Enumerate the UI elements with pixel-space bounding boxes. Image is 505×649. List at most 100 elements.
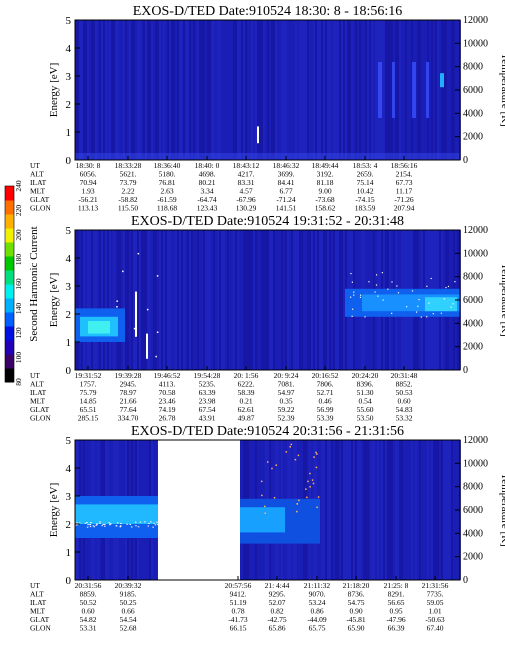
data-point xyxy=(78,522,81,524)
spectrum-column xyxy=(387,20,389,160)
ephemeris-value: 65.51 xyxy=(80,405,97,414)
spectrum-column xyxy=(375,20,377,160)
ephemeris-value: 10.42 xyxy=(357,187,374,196)
spectrum-column xyxy=(301,230,303,370)
ephemeris-value: 76.81 xyxy=(159,178,176,187)
y-tick-label: 2 xyxy=(66,99,72,111)
spectrum-column xyxy=(397,440,399,580)
colorbar-swatch xyxy=(5,340,14,355)
spectrum-column xyxy=(213,20,215,160)
ephemeris-value: 75.79 xyxy=(80,388,97,397)
ephemeris-value: -56.21 xyxy=(78,195,98,204)
spectrum-column xyxy=(207,20,209,160)
data-point xyxy=(266,461,269,463)
spectrum-column xyxy=(265,230,267,370)
colorbar-frame xyxy=(4,185,15,383)
ephemeris-value: 84.41 xyxy=(278,178,295,187)
data-point xyxy=(108,522,110,524)
spectrum-column xyxy=(297,20,299,160)
data-point xyxy=(96,523,98,525)
spectrum-column xyxy=(93,230,95,370)
spectrum-column xyxy=(357,20,359,160)
spectrum-column xyxy=(383,20,385,160)
spectrum-column xyxy=(339,230,341,370)
spectrum-column xyxy=(237,20,239,160)
spectrum-column xyxy=(143,20,145,160)
spectrum-column xyxy=(441,20,443,160)
ephemeris-value: 19:39:28 xyxy=(115,371,142,380)
ephemeris-value: 53.39 xyxy=(317,414,334,423)
ion-band-core xyxy=(75,504,158,524)
spectrum-column xyxy=(309,20,311,160)
data-point xyxy=(428,302,430,304)
spectrum-column xyxy=(431,20,433,160)
ephemeris-value: 19:54:28 xyxy=(194,371,221,380)
spectrum-column xyxy=(173,230,175,370)
spectrum-column xyxy=(253,230,255,370)
colorbar-tick-label: 160 xyxy=(14,278,23,290)
data-point xyxy=(305,488,307,490)
spectrum-column xyxy=(267,20,269,160)
spectrum-column xyxy=(403,20,405,160)
ephemeris-value: 53.24 xyxy=(309,598,326,607)
panel-2: EXOS-D/TED Date:910524 19:31:52 - 20:31:… xyxy=(30,214,505,423)
spectrum-column xyxy=(295,20,297,160)
data-point xyxy=(116,300,118,302)
spectrum-column xyxy=(223,230,225,370)
colorbar-tick-label: 140 xyxy=(14,303,23,315)
spectrum-column xyxy=(219,230,221,370)
spectrum-column xyxy=(355,440,357,580)
data-point xyxy=(122,270,124,273)
spectrum-column xyxy=(201,230,203,370)
panel-3: EXOS-D/TED Date:910524 20:31:56 - 21:31:… xyxy=(30,424,505,633)
spectrum-column xyxy=(333,20,335,160)
spectrum-column xyxy=(417,20,419,160)
spectrum-column xyxy=(145,230,147,370)
spectrum-column xyxy=(281,20,283,160)
colorbar: 80 100 120 140 160 180 200 220 240 Second Harmoni… xyxy=(4,180,40,386)
spectrum-column xyxy=(445,20,447,160)
ephemeris-value: 6.77 xyxy=(279,187,292,196)
ephemeris-row-label: ALT xyxy=(30,590,44,599)
spectrum-column xyxy=(269,20,271,160)
ephemeris-value: 4698. xyxy=(199,170,216,179)
data-point xyxy=(156,521,158,523)
data-point xyxy=(454,281,456,283)
colorbar-swatch xyxy=(5,284,14,299)
data-point xyxy=(129,523,131,525)
data-point xyxy=(396,285,398,287)
ephemeris-value: 62.61 xyxy=(238,405,255,414)
ephemeris-value: 18:49:44 xyxy=(312,161,339,170)
data-point xyxy=(130,526,133,528)
spectrum-column xyxy=(75,20,77,160)
y2-tick-label: 10000 xyxy=(463,248,488,259)
spectrum-column xyxy=(243,230,245,370)
spectrum-column xyxy=(345,20,347,160)
spectrum-column xyxy=(297,230,299,370)
ephemeris-value: 52.39 xyxy=(278,414,295,423)
spectrum-column xyxy=(321,230,323,370)
spectrum-column xyxy=(429,20,431,160)
spectrum-column xyxy=(255,20,257,160)
ephemeris-value: -44.09 xyxy=(307,615,327,624)
spectrum-column xyxy=(275,20,277,160)
ephemeris-value: 20: 1:56 xyxy=(234,371,259,380)
ephemeris-value: 123.43 xyxy=(197,204,218,213)
spectrum-column xyxy=(167,20,169,160)
spectrum-column xyxy=(137,230,139,370)
spectrum-column xyxy=(331,230,333,370)
y-tick-label: 3 xyxy=(66,71,72,83)
spectrum-column xyxy=(221,230,223,370)
y2-axis-label: Temperature [K] xyxy=(499,263,505,336)
ephemeris-value: 0.86 xyxy=(310,607,323,616)
spectrum-column xyxy=(449,20,451,160)
spectrum-column xyxy=(165,20,167,160)
ephemeris-value: -58.82 xyxy=(118,195,138,204)
spectrum-column xyxy=(105,230,107,370)
spectrum-column xyxy=(405,20,407,160)
flux-enhancement xyxy=(378,62,382,118)
data-point xyxy=(418,299,420,301)
spectrum-column xyxy=(223,20,225,160)
data-point xyxy=(417,305,419,307)
ephemeris-value: 2154. xyxy=(396,170,413,179)
